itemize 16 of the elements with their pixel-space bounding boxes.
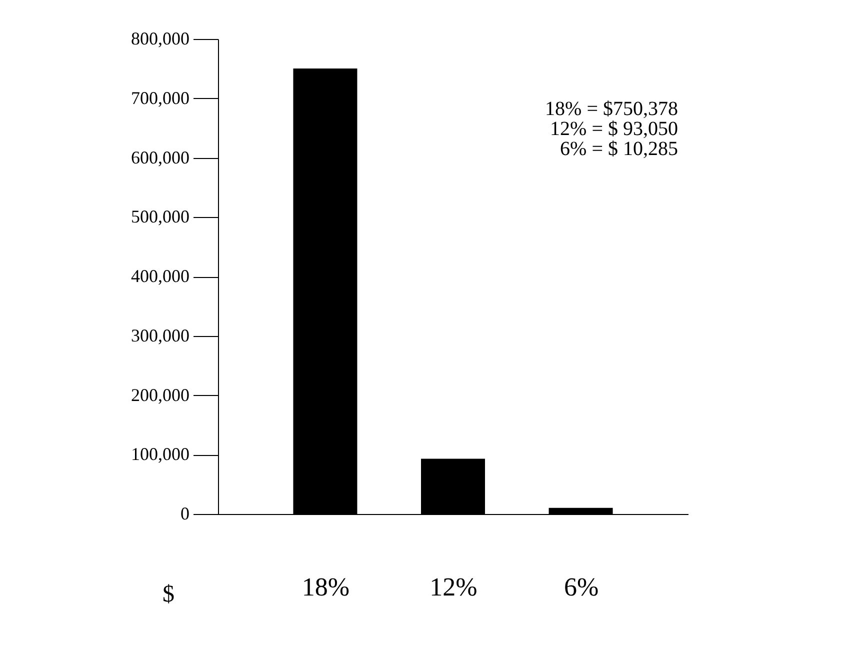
annotation: 6% = $ 10,285 bbox=[560, 138, 678, 160]
x-tick-label: 6% bbox=[564, 572, 599, 602]
x-tick-label: 12% bbox=[430, 572, 478, 602]
y-tick-label: 700,000 bbox=[131, 88, 190, 108]
y-tick-label: 100,000 bbox=[131, 444, 190, 464]
y-tick-label: 800,000 bbox=[131, 28, 190, 48]
y-tick-label: 0 bbox=[180, 504, 190, 524]
y-tick-label: 400,000 bbox=[131, 266, 190, 286]
annotation: 12% = $ 93,050 bbox=[550, 118, 678, 140]
y-tick-label: 300,000 bbox=[131, 325, 190, 346]
x-tick-label: 18% bbox=[302, 572, 350, 602]
y-tick-label: 500,000 bbox=[131, 206, 190, 227]
y-tick-label: 200,000 bbox=[131, 384, 190, 405]
y-tick-label: 600,000 bbox=[131, 147, 190, 168]
annotation: 18% = $750,378 bbox=[545, 98, 678, 120]
y-axis-title: $ bbox=[162, 582, 174, 608]
